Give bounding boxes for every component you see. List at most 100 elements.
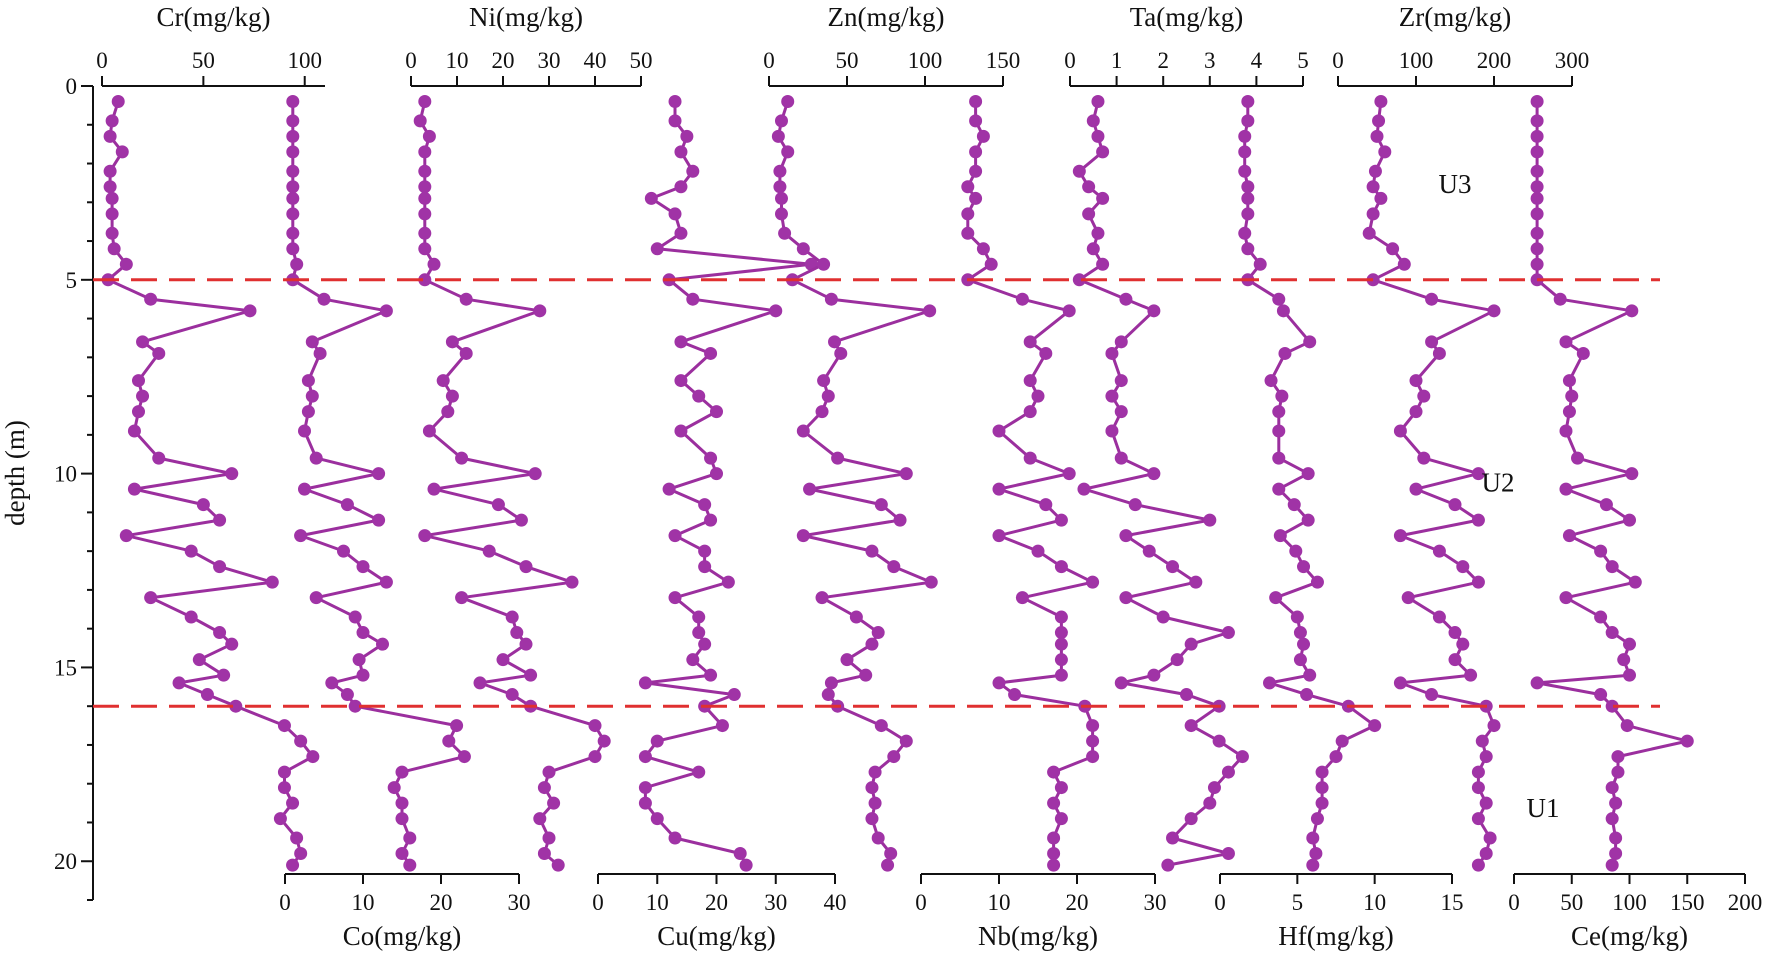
data-point [306,750,320,764]
x-tick-label: 4 [1251,48,1263,73]
series-line [1367,101,1496,866]
data-point [387,781,401,795]
data-point [1571,451,1585,465]
x-tick-label: 200 [1728,890,1763,915]
data-point [828,335,842,349]
data-point [356,626,370,640]
data-point [1409,374,1423,388]
data-point [105,226,119,240]
data-point [733,846,747,860]
data-point [286,226,300,240]
x-tick-label: 0 [405,48,417,73]
series-axis-title: Zr(mg/kg) [1399,2,1511,32]
data-point [1184,812,1198,826]
data-point [436,374,450,388]
data-point [1264,374,1278,388]
data-point [638,750,652,764]
series-line [106,101,315,866]
data-point [119,257,133,271]
x-tick-label: 30 [508,890,531,915]
panel-cr: 0 50 100 Cr(mg/kg) [96,2,325,872]
data-point [533,812,547,826]
data-point [1471,781,1485,795]
data-point [1487,719,1501,733]
data-point [840,653,854,667]
data-point [1156,610,1170,624]
data-point [286,145,300,159]
data-point [769,304,783,318]
data-point [1448,626,1462,640]
x-tick-label: 20 [705,890,728,915]
data-point [1315,765,1329,779]
data-point [537,846,551,860]
data-point [1471,812,1485,826]
x-tick-label: 100 [908,48,943,73]
data-point [1393,529,1407,543]
data-point [1221,765,1235,779]
data-point [710,405,723,419]
depth-axis: 0 5 10 15 20 depth (m) [0,74,94,901]
data-point [674,335,688,349]
data-point [976,129,990,143]
data-point [213,560,227,574]
data-point [674,145,688,159]
data-point [1553,292,1567,306]
data-point [1114,451,1128,465]
data-point [1609,796,1623,810]
data-point [445,335,459,349]
data-point [459,292,473,306]
data-point [1082,207,1096,221]
x-tick-label: 50 [836,48,859,73]
data-point [865,812,879,826]
data-point [184,610,198,624]
data-point [984,257,998,271]
data-point [403,858,417,872]
data-point [286,114,300,128]
data-point [348,699,362,713]
data-point [871,626,885,640]
data-point [305,335,319,349]
data-point [824,676,838,690]
data-point [286,207,300,221]
panel-ce: 0 50 100 150 200 Ce(mg/kg) [1508,95,1762,951]
data-point [243,304,257,318]
data-point [286,796,300,810]
x-tick-label: 0 [279,890,291,915]
data-point [1147,467,1161,481]
data-point [1306,858,1320,872]
data-point [422,424,436,438]
data-point [859,668,873,682]
data-point [1530,207,1544,221]
x-tick-label: 50 [630,48,653,73]
data-point [473,676,487,690]
data-point [803,482,817,496]
data-point [427,257,441,271]
data-point [686,164,700,178]
data-point [1397,257,1411,271]
data-point [103,164,117,178]
data-point [1303,668,1317,682]
data-point [340,688,354,702]
data-point [294,529,308,543]
data-point [1620,719,1634,733]
data-point [1559,424,1573,438]
data-point [1290,610,1304,624]
data-point [1386,242,1400,256]
data-point [395,765,409,779]
data-point [213,513,227,527]
data-point [1221,846,1235,860]
data-point [1487,304,1501,318]
data-point [105,207,119,221]
data-point [1594,610,1608,624]
x-tick-label: 40 [824,890,847,915]
data-point [1530,676,1544,690]
data-point [992,482,1006,496]
data-point [1605,812,1619,826]
data-point [1611,750,1625,764]
data-point [1293,653,1307,667]
data-point [692,765,706,779]
data-point [379,304,393,318]
data-point [1166,560,1180,574]
data-point [650,242,664,256]
